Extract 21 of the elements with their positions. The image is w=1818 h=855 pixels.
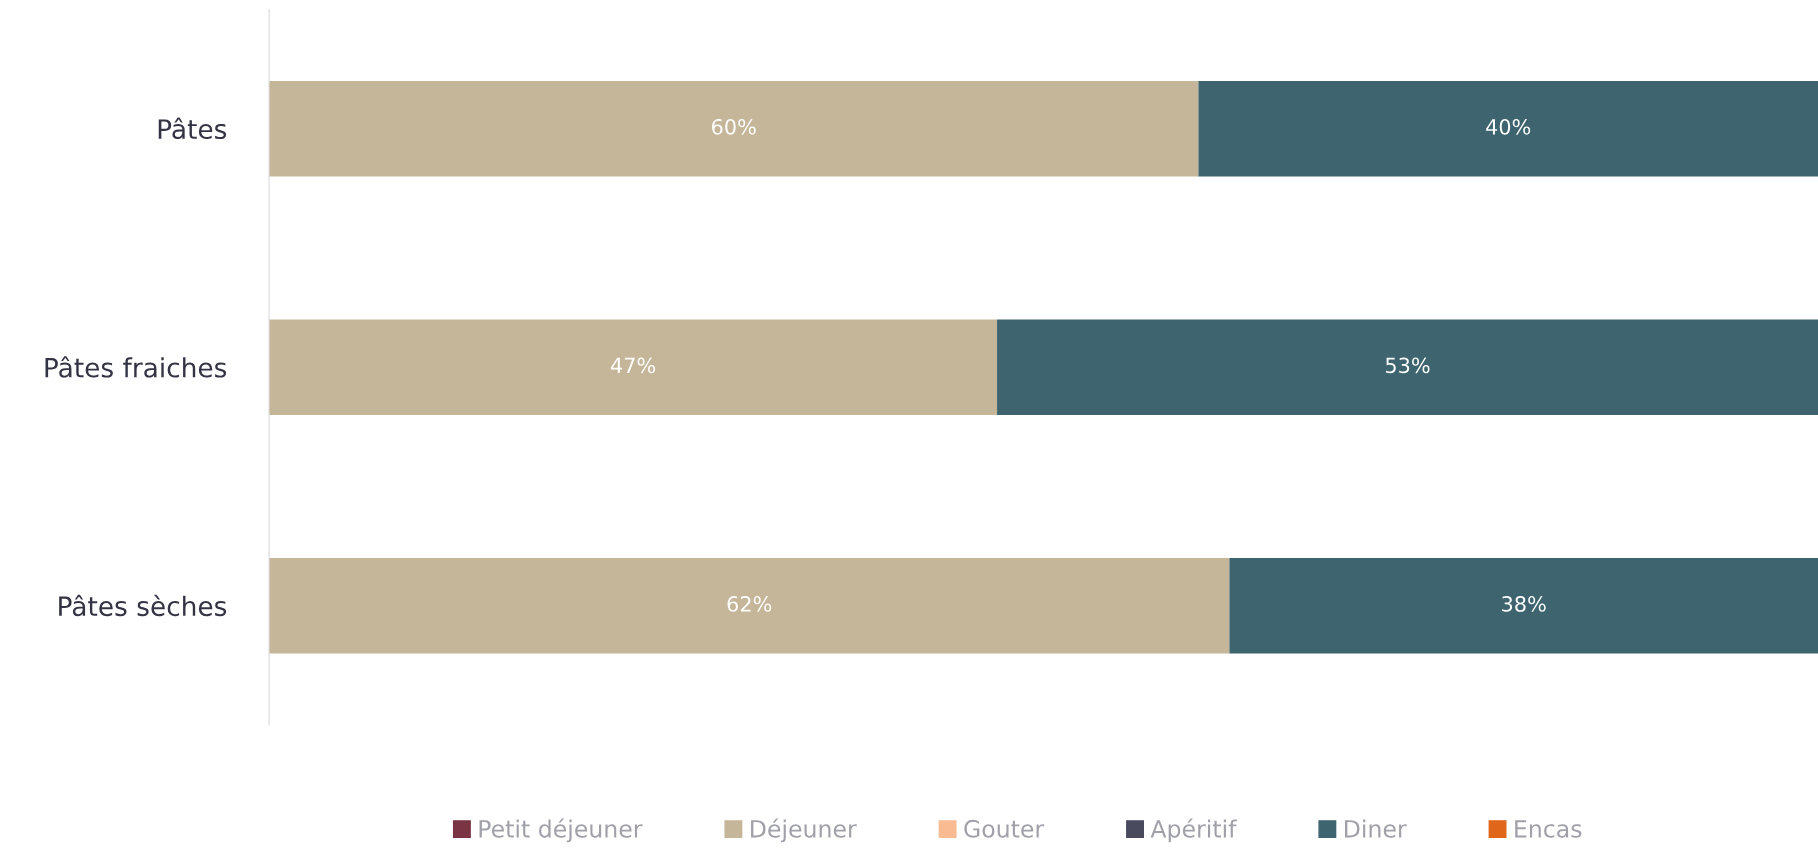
bar [1198, 80, 1818, 177]
bar [1229, 558, 1818, 654]
data-label: 40% [1486, 118, 1531, 135]
legend-label: Petit déjeuner [479, 818, 643, 843]
legend-label: Apéritif [1150, 818, 1237, 843]
bar [997, 319, 1818, 415]
legend-label: Diner [1345, 819, 1407, 838]
y-tick-label: Pâtes sèches [59, 594, 227, 617]
legend-label: Déjeuner [751, 818, 857, 843]
y-tick-label: Pâtes fraiches [45, 356, 227, 378]
data-label: 47% [610, 357, 656, 374]
bar [269, 558, 1230, 654]
data-label: 38% [1502, 596, 1546, 612]
data-label: 62% [727, 596, 772, 612]
bar [269, 80, 1199, 177]
bar [269, 319, 998, 415]
y-tick-label: Pâtes [158, 117, 227, 140]
legend-label: Gouter [964, 819, 1045, 838]
data-label: 53% [1385, 357, 1430, 374]
legend-label: Encas [1515, 820, 1582, 838]
data-label: 60% [712, 118, 756, 135]
